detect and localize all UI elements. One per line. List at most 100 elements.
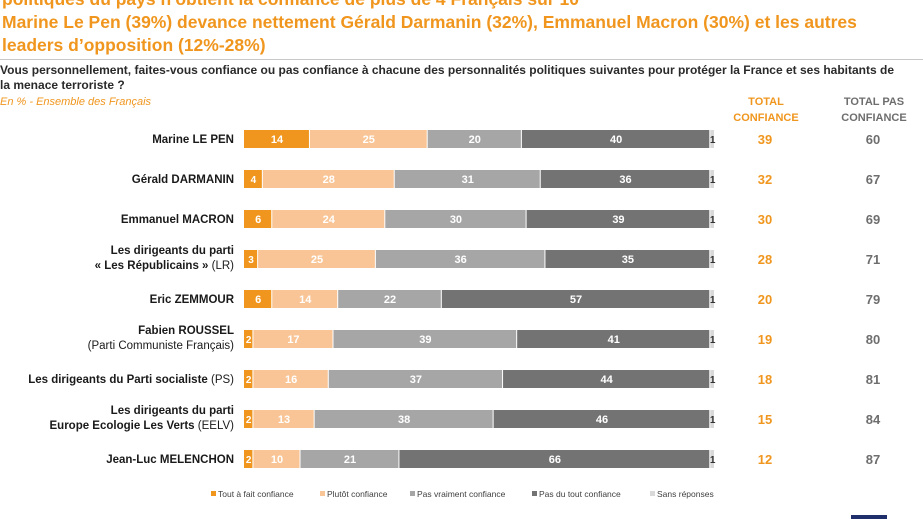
data-label: 2 [246,455,252,466]
bar-segment [244,370,253,388]
bar-segment [244,290,272,308]
total-pas-confiance-header: TOTAL PAS CONFIANCE [834,94,914,126]
category-label-line2: Europe Ecologie Les Verts (EELV) [50,420,235,432]
data-label: 36 [619,174,631,186]
data-label: 1 [710,135,716,146]
bar-segment [244,450,253,468]
category-label: Fabien ROUSSEL [138,325,234,337]
data-label: 4 [251,175,257,186]
category-label: Jean-Luc MELENCHON [106,454,234,466]
data-label: 1 [710,295,716,306]
bar-segment [545,250,710,268]
survey-question: Vous personnellement, faites-vous confia… [0,63,895,92]
data-label: 13 [278,414,290,426]
total-pas-confiance-value: 71 [866,252,880,267]
bar-segment [253,410,314,428]
data-label: 38 [398,414,410,426]
bar-segment [314,410,493,428]
title-line: Marine Le Pen (39%) devance nettement Gé… [2,12,857,32]
legend-label: Plutôt confiance [327,489,388,499]
bar-segment [710,210,714,228]
total-pas-confiance-value: 84 [866,412,881,427]
bar-segment [253,370,328,388]
data-label: 44 [601,374,614,386]
category-label: Eric ZEMMOUR [150,294,235,306]
total-confiance-value: 18 [758,372,772,387]
legend-label: Tout à fait confiance [218,489,294,499]
bar-segment [258,250,375,268]
total-pas-confiance-value: 80 [866,332,880,347]
bar-segment [493,410,710,428]
bar-segment [399,450,710,468]
category-label: Gérald DARMANIN [132,174,234,186]
data-label: 14 [299,294,312,306]
legend-item: Sans réponses [650,489,714,499]
data-label: 1 [710,415,716,426]
data-label: 22 [384,294,396,306]
data-label: 2 [246,375,252,386]
data-label: 2 [246,415,252,426]
bar-segment [272,290,338,308]
data-label: 1 [710,215,716,226]
total-pas-confiance-value: 81 [866,372,880,387]
data-label: 39 [612,214,624,226]
bar-segment [521,130,710,148]
legend-item: Pas du tout confiance [532,489,621,499]
data-label: 40 [610,134,622,146]
bar-row: Marine LE PEN 14 25 20 40 1 39 60 [152,130,880,148]
bar-segment [338,290,441,308]
bar-row: Eric ZEMMOUR 6 14 22 57 1 20 79 [150,290,880,308]
title-line: politiques du pays n'obtient la confianc… [2,0,917,11]
bar-segment [244,410,253,428]
data-label: 1 [710,335,716,346]
bar-row: Gérald DARMANIN 4 28 31 36 1 32 67 [132,170,880,188]
category-label: Emmanuel MACRON [121,214,234,226]
bar-segment [385,210,526,228]
bar-segment [328,370,503,388]
bar-segment [710,250,714,268]
total-confiance-value: 12 [758,452,772,467]
slide-title: politiques du pays n'obtient la confianc… [2,0,917,57]
data-label: 39 [419,334,431,346]
bar-row: Les dirigeants du Parti socialiste (PS) 2… [28,370,880,388]
bar-segment [710,290,714,308]
bar-row: Les dirigeants du parti Europe Ecologie L… [50,405,881,432]
data-label: 31 [462,174,474,186]
legend-item: Pas vraiment confiance [410,489,506,499]
legend-label: Pas vraiment confiance [417,489,506,499]
legend-swatch [650,491,655,496]
data-label: 30 [450,214,462,226]
bar-segment [710,450,714,468]
data-label: 3 [248,255,254,266]
data-label: 24 [323,214,336,226]
total-confiance-value: 28 [758,252,772,267]
category-label: Marine LE PEN [152,134,234,146]
title-line: leaders d’opposition (12%-28%) [2,35,266,55]
data-label: 66 [549,454,561,466]
bar-segment [300,450,399,468]
legend-label: Sans réponses [657,489,714,499]
bar-segment [253,450,300,468]
bar-row: Fabien ROUSSEL (Parti Communiste Français… [88,325,881,352]
data-label: 20 [469,134,481,146]
data-label: 10 [271,454,283,466]
total-pas-confiance-value: 87 [866,452,880,467]
bar-segment [517,330,710,348]
total-pas-confiance-value: 69 [866,212,880,227]
bar-segment [526,210,710,228]
bar-segment [333,330,517,348]
bar-segment [503,370,710,388]
bar-segment [262,170,394,188]
total-pas-confiance-value: 67 [866,172,880,187]
bar-segment [710,170,714,188]
category-label-line2: « Les Républicains » (LR) [95,260,234,272]
data-label: 1 [710,255,716,266]
total-confiance-value: 20 [758,292,772,307]
data-label: 36 [455,254,467,266]
legend-label: Pas du tout confiance [539,489,621,499]
data-label: 6 [255,294,261,306]
data-label: 14 [271,134,284,146]
category-label: Les dirigeants du parti [111,245,234,257]
data-label: 57 [570,294,582,306]
data-label: 37 [410,374,422,386]
